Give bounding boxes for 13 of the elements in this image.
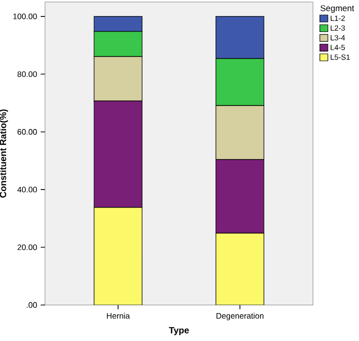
y-tick-label: .00 [26, 302, 37, 308]
y-tick-label: 20.00 [18, 244, 37, 250]
x-axis-title: Type [168, 327, 189, 336]
y-axis-title: Constituent Ratio(%) [0, 109, 8, 198]
bar [94, 207, 142, 305]
legend-title: Segment [320, 5, 354, 13]
y-tick-label: 80.00 [18, 71, 37, 77]
y-tick-label: 60.00 [18, 129, 37, 135]
y-tick-label: 40.00 [17, 186, 37, 192]
x-tick-label: Hernia [106, 312, 130, 319]
x-tick-label: Degeneration [216, 312, 264, 320]
y-tick-label: 100.00 [13, 14, 37, 20]
bar [216, 232, 264, 305]
